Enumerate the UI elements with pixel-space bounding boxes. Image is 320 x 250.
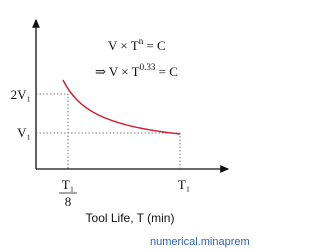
x-axis-title: Tool Life, T (min) <box>86 211 175 225</box>
tool-life-curve <box>62 79 181 135</box>
watermark: numerical.minaprem <box>150 236 250 248</box>
equation-base: V × T <box>108 38 139 53</box>
page: {"equations": [ {"base": "V × T", "expon… <box>10 18 250 248</box>
y-label: V₁ <box>17 125 31 140</box>
equation-1: V × Tn = C <box>108 36 166 53</box>
diagram: V × Tn = C ⇒ V × T0.33 = C 2V₁ V₁ T₁ 8 T… <box>11 18 250 248</box>
equation-2: ⇒ V × T0.33 = C <box>95 62 178 79</box>
guide-upper <box>36 93 69 169</box>
y-label: 2V₁ <box>11 87 31 102</box>
equation-exponent: 0.33 <box>140 62 156 72</box>
guide-lower <box>36 132 181 169</box>
x-label-denominator: 8 <box>65 194 72 209</box>
x-label: T₁ <box>178 177 190 192</box>
equation-exponent: n <box>139 36 144 46</box>
equation-rest: = C <box>155 64 178 79</box>
equation-base: ⇒ V × T <box>95 64 140 79</box>
x-label-numerator: T₁ <box>62 177 74 192</box>
equation-rest: = C <box>143 38 166 53</box>
